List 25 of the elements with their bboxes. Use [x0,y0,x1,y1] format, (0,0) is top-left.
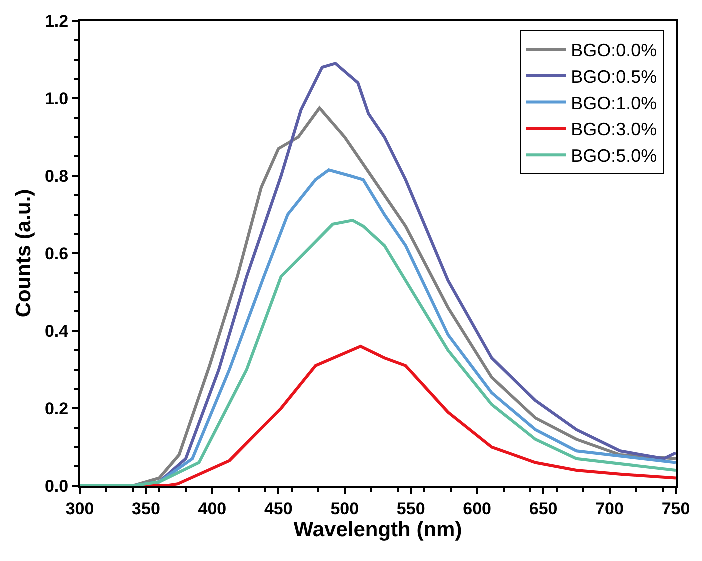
x-tick-label: 650 [529,499,558,518]
legend-label: BGO:0.0% [571,40,658,61]
y-tick-label: 0.8 [44,166,69,186]
legend-label: BGO:3.0% [571,120,658,140]
legend-label: BGO:1.0% [571,93,658,114]
line-series [80,219,676,486]
y-tick-label: 0.4 [44,322,70,341]
x-tick-label: 600 [463,499,492,518]
x-tick-label: 400 [198,499,227,518]
x-tick-label: 300 [66,499,94,518]
y-tick-label: 1.2 [44,12,69,31]
legend-label: BGO:5.0% [571,146,658,166]
x-tick-label: 750 [662,499,690,518]
legend-label: BGO:0.5% [571,66,658,87]
y-tick-label: 0.6 [44,244,69,264]
x-axis-title: Wavelength (nm) [294,518,462,542]
y-tick-label: 0.0 [44,476,69,496]
y-axis-title: Counts (a.u.) [12,189,36,318]
y-tick-label: 1.0 [44,89,69,108]
x-tick-label: 350 [132,499,160,518]
x-tick-label: 550 [396,499,426,518]
x-tick-label: 500 [330,499,360,518]
x-tick-label: 450 [264,499,293,518]
y-tick-label: 0.2 [44,399,69,418]
x-tick-label: 700 [596,499,624,518]
